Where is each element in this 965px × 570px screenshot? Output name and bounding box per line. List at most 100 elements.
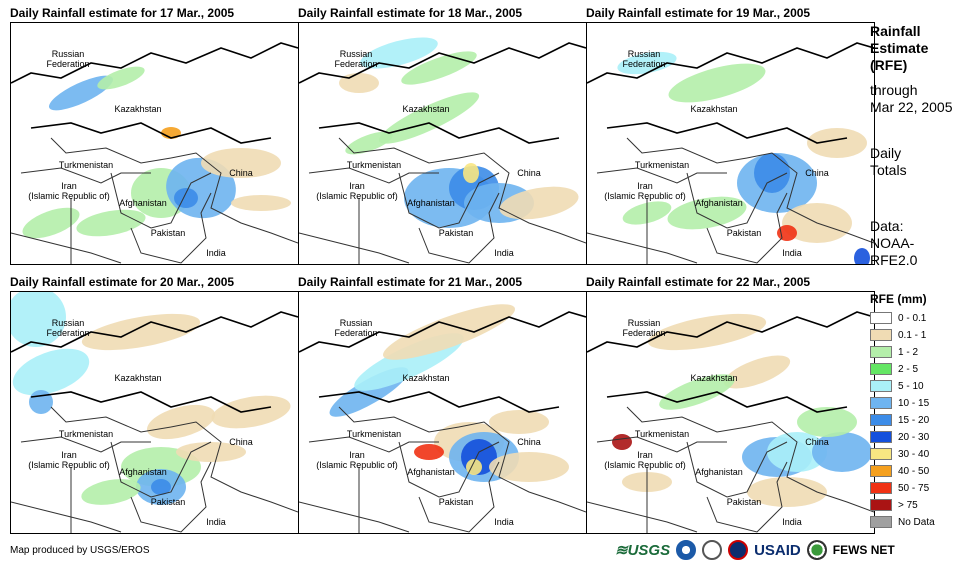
legend-label: 15 - 20: [898, 414, 930, 426]
country-border: [458, 152, 586, 244]
legend-swatch: [870, 516, 892, 528]
country-border: [110, 441, 212, 498]
rainfall-map-panel: Daily Rainfall estimate for 22 Mar., 200…: [586, 275, 876, 535]
country-label-china: China: [805, 168, 829, 178]
country-label-india: India: [494, 248, 514, 258]
usaid-logo: USAID: [754, 541, 801, 559]
country-label-turkmenistan: Turkmenistan: [58, 429, 114, 439]
usda-seal-icon: [702, 540, 723, 560]
country-border: [11, 232, 122, 264]
rainfall-area: [48, 75, 114, 111]
country-label-iran: Iran (Islamic Republic of): [604, 181, 686, 201]
map-credit: Map produced by USGS/EROS: [10, 545, 150, 556]
panel-title: Daily Rainfall estimate for 20 Mar., 200…: [10, 275, 235, 289]
country-border: [308, 167, 439, 184]
panel-title: Daily Rainfall estimate for 19 Mar., 200…: [586, 6, 811, 20]
country-label-afghanistan: Afghanistan: [695, 467, 743, 477]
rainfall-area: [463, 163, 479, 183]
country-label-kazakhstan: Kazakhstan: [114, 373, 162, 383]
map-canvas: [11, 42, 298, 264]
country-label-pakistan: Pakistan: [726, 228, 762, 238]
legend-swatch: [870, 363, 892, 375]
legend-label: 10 - 15: [898, 397, 930, 409]
rainfall-area: [617, 51, 677, 75]
map-canvas: [587, 311, 874, 533]
country-label-turkmenistan: Turkmenistan: [346, 160, 402, 170]
usgs-logo: ≋USGS: [615, 542, 671, 559]
fews-net-logo: FEWS NET: [832, 543, 895, 557]
country-border: [170, 152, 298, 244]
country-border: [11, 42, 298, 84]
legend-swatch: [870, 312, 892, 324]
country-label-china: China: [517, 437, 541, 447]
rainfall-area: [151, 479, 171, 495]
rainfall-area: [360, 37, 438, 69]
map-canvas: [587, 42, 874, 264]
country-border: [606, 391, 848, 413]
legend-title: RFE (mm): [870, 292, 927, 306]
rainfall-area: [383, 304, 515, 360]
rainfall-map: Russian Federation Kazakhstan Turkmenistan…: [298, 22, 587, 265]
country-border: [318, 391, 560, 413]
rainfall-area: [807, 128, 867, 158]
legend-label: 0.1 - 1: [898, 329, 927, 341]
country-label-kazakhstan: Kazakhstan: [402, 104, 450, 114]
legend-swatch: [870, 431, 892, 443]
country-border: [299, 232, 410, 264]
legend-item: 20 - 30: [870, 430, 929, 444]
country-label-russia: Russian Federation: [334, 318, 378, 338]
legend-label: 30 - 40: [898, 448, 930, 460]
country-border: [706, 461, 788, 533]
country-border: [308, 436, 439, 453]
country-border: [299, 311, 586, 353]
rainfall-area: [97, 66, 145, 90]
map-canvas: [299, 304, 586, 533]
country-border: [418, 461, 500, 533]
country-label-kazakhstan: Kazakhstan: [690, 373, 738, 383]
legend-label: 0 - 0.1: [898, 312, 927, 324]
rainfall-map: Russian Federation Kazakhstan Turkmenistan…: [10, 22, 299, 265]
rainfall-area: [723, 355, 791, 389]
legend-swatch: [870, 499, 892, 511]
legend-swatch: [870, 482, 892, 494]
legend-swatch: [870, 346, 892, 358]
country-label-turkmenistan: Turkmenistan: [346, 429, 402, 439]
country-border: [746, 152, 874, 244]
usaid-seal-icon: [728, 540, 749, 560]
country-label-russia: Russian Federation: [622, 49, 666, 69]
globe-icon: [806, 540, 827, 560]
panel-title: Daily Rainfall estimate for 17 Mar., 200…: [10, 6, 235, 20]
legend-item: 0 - 0.1: [870, 311, 926, 325]
country-border: [299, 42, 586, 84]
country-label-iran: Iran (Islamic Republic of): [316, 181, 398, 201]
rainfall-area: [76, 209, 146, 237]
rainfall-map-panel: Daily Rainfall estimate for 21 Mar., 200…: [298, 275, 588, 535]
rainfall-area: [201, 148, 281, 178]
panel-title: Daily Rainfall estimate for 22 Mar., 200…: [586, 275, 811, 289]
legend-item: 10 - 15: [870, 396, 929, 410]
legend-label: No Data: [898, 516, 935, 528]
rainfall-area: [812, 432, 872, 472]
rainfall-area: [668, 63, 766, 103]
rainfall-area: [339, 73, 379, 93]
country-border: [626, 137, 748, 164]
rainfall-map-panel: Daily Rainfall estimate for 17 Mar., 200…: [10, 6, 300, 266]
country-border: [50, 406, 172, 433]
legend-label: 1 - 2: [898, 346, 919, 358]
rainfall-area: [489, 452, 569, 482]
rainfall-area: [146, 404, 216, 440]
legend-label: 5 - 10: [898, 380, 924, 392]
legend-item: 15 - 20: [870, 413, 929, 427]
country-label-pakistan: Pakistan: [150, 228, 186, 238]
rainfall-area: [22, 207, 80, 239]
data-source-line2: NOAA-: [870, 235, 915, 251]
country-label-china: China: [229, 168, 253, 178]
country-border: [170, 421, 298, 513]
country-label-kazakhstan: Kazakhstan: [114, 104, 162, 114]
noaa-logo-icon: [676, 540, 697, 560]
rainfall-map-panel: Daily Rainfall estimate for 20 Mar., 200…: [10, 275, 300, 535]
map-canvas: [11, 292, 298, 533]
rainfall-area: [29, 390, 53, 414]
rainfall-area: [11, 292, 66, 347]
country-label-china: China: [805, 437, 829, 447]
